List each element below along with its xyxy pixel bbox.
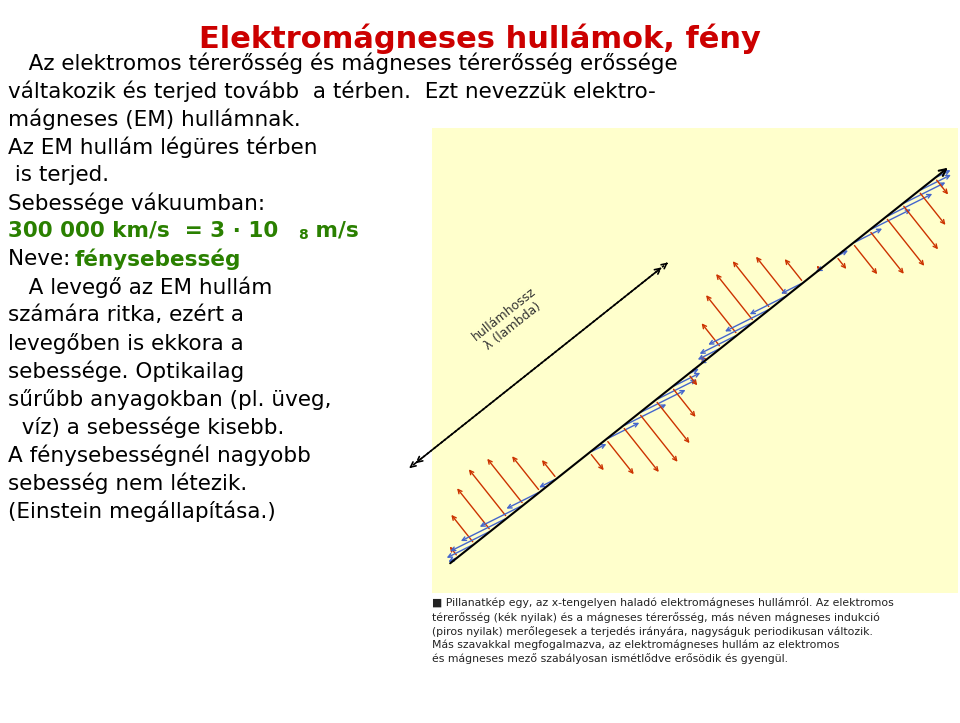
Text: számára ritka, ezért a: számára ritka, ezért a — [8, 305, 244, 325]
Text: sebessége. Optikailag: sebessége. Optikailag — [8, 361, 244, 382]
Text: 8: 8 — [298, 228, 308, 242]
Text: Az EM hullám légüres térben: Az EM hullám légüres térben — [8, 137, 318, 158]
Text: sűrűbb anyagokban (pl. üveg,: sűrűbb anyagokban (pl. üveg, — [8, 389, 331, 410]
Text: levegőben is ekkora a: levegőben is ekkora a — [8, 333, 244, 354]
Text: mágneses (EM) hullámnak.: mágneses (EM) hullámnak. — [8, 109, 300, 130]
Text: ■ Pillanatkép egy, az x-tengelyen haladó elektromágneses hullámról. Az elektromo: ■ Pillanatkép egy, az x-tengelyen haladó… — [432, 598, 894, 664]
Text: váltakozik és terjed tovább  a térben.  Ezt nevezzük elektro-: váltakozik és terjed tovább a térben. Ez… — [8, 81, 656, 103]
Text: fénysebesség: fénysebesség — [75, 249, 241, 270]
Text: A fénysebességnél nagyobb: A fénysebességnél nagyobb — [8, 445, 311, 466]
Text: m/s: m/s — [308, 221, 359, 241]
Text: (Einstein megállapítása.): (Einstein megállapítása.) — [8, 501, 276, 523]
Text: sebesség nem létezik.: sebesség nem létezik. — [8, 473, 248, 495]
Text: A levegő az EM hullám: A levegő az EM hullám — [8, 277, 273, 299]
Text: Az elektromos térerősség és mágneses térerősség erőssége: Az elektromos térerősség és mágneses tér… — [8, 53, 678, 74]
Text: Neve:: Neve: — [8, 249, 77, 269]
Text: 300 000 km/s  = 3 · 10: 300 000 km/s = 3 · 10 — [8, 221, 278, 241]
Text: Sebessége vákuumban:: Sebessége vákuumban: — [8, 193, 265, 215]
Text: is terjed.: is terjed. — [8, 165, 109, 185]
Text: víz) a sebessége kisebb.: víz) a sebessége kisebb. — [8, 417, 284, 439]
Text: hullámhossz
λ (lambda): hullámhossz λ (lambda) — [469, 285, 548, 355]
Bar — [432, 128, 958, 593]
Text: Elektromágneses hullámok, fény: Elektromágneses hullámok, fény — [199, 23, 761, 54]
